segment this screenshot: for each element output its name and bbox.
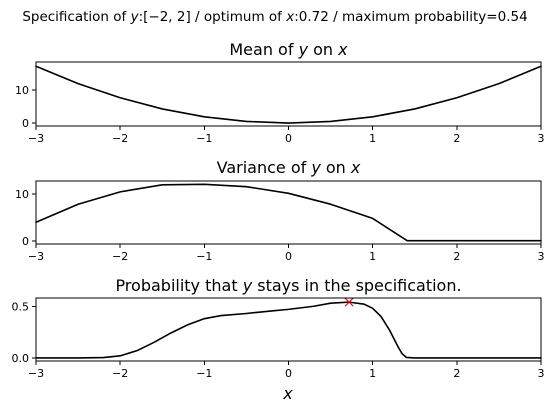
- x-tick-label: −2: [112, 132, 128, 145]
- suptitle-part-5: :0.72 / maximum probability=0.54: [294, 9, 527, 25]
- x-tick-label: 0: [285, 367, 292, 380]
- suptitle-part-4: x: [285, 9, 295, 25]
- x-tick-label: −3: [28, 367, 44, 380]
- x-tick-label: 2: [453, 250, 460, 263]
- x-tick-label: 3: [538, 367, 545, 380]
- subplot-3-title-part: stays in the specification.: [252, 276, 461, 295]
- x-tick-label: −3: [28, 250, 44, 263]
- x-tick-label: 1: [369, 250, 376, 263]
- subplot-3-frame: [35, 297, 542, 362]
- suptitle-part-2: y: [130, 9, 140, 25]
- x-tick-label: 1: [369, 367, 376, 380]
- subplot-1-title-part: x: [337, 40, 348, 59]
- figure-suptitle: Specification of y:[−2, 2] / optimum of …: [22, 9, 527, 25]
- suptitle-part-3: :[−2, 2] / optimum of: [139, 9, 287, 25]
- subplot-2-title-part: x: [350, 158, 361, 177]
- x-tick-label: 2: [453, 132, 460, 145]
- subplot-2-title-part: Variance of: [217, 158, 312, 177]
- x-tick-label: −2: [112, 367, 128, 380]
- suptitle-part-1: Specification of: [22, 9, 130, 25]
- subplot-1-title-part: y: [298, 40, 309, 59]
- x-tick-label: 3: [538, 250, 545, 263]
- subplot-1: Mean of y on x −3 −2 −1 0 1 2 3 0 10: [15, 40, 545, 145]
- subplot-1-title: Mean of y on x: [229, 40, 348, 59]
- x-axis-label: x: [282, 384, 293, 403]
- subplot-1-title-part: Mean of: [229, 40, 298, 59]
- subplot-3-title: Probability that y stays in the specific…: [115, 276, 461, 295]
- subplot-1-title-part: on: [308, 40, 338, 59]
- y-tick-label: 10: [15, 188, 29, 201]
- y-tick-label: 0: [22, 117, 29, 130]
- subplot-2-series-line: [35, 183, 542, 242]
- subplot-3-title-part: Probability that: [115, 276, 242, 295]
- optimum-marker: [344, 297, 354, 307]
- subplot-2-title: Variance of y on x: [217, 158, 361, 177]
- subplot-2: Variance of y on x −3 −2 −1 0 1 2 3 0 10: [15, 158, 545, 263]
- x-tick-label: 2: [453, 367, 460, 380]
- subplot-3-title-part: y: [242, 276, 253, 295]
- x-tick-label: −3: [28, 132, 44, 145]
- x-tick-label: 0: [285, 250, 292, 263]
- x-tick-label: −1: [196, 132, 212, 145]
- subplot-1-frame: [35, 61, 542, 127]
- y-tick-label: 0.0: [12, 352, 30, 365]
- y-tick-label: 0: [22, 235, 29, 248]
- subplot-1-series-line: [35, 65, 542, 124]
- y-tick-label: 10: [15, 84, 29, 97]
- x-tick-label: 0: [285, 132, 292, 145]
- x-tick-label: 1: [369, 132, 376, 145]
- x-tick-label: −1: [196, 367, 212, 380]
- subplot-3: Probability that y stays in the specific…: [12, 276, 545, 380]
- x-tick-label: −2: [112, 250, 128, 263]
- y-tick-label: 0.5: [12, 300, 30, 313]
- subplot-2-frame: [35, 180, 542, 245]
- x-tick-label: 3: [538, 132, 545, 145]
- x-tick-label: −1: [196, 250, 212, 263]
- subplot-2-title-part: on: [321, 158, 351, 177]
- subplot-3-series-line: [35, 301, 542, 359]
- subplot-2-title-part: y: [310, 158, 321, 177]
